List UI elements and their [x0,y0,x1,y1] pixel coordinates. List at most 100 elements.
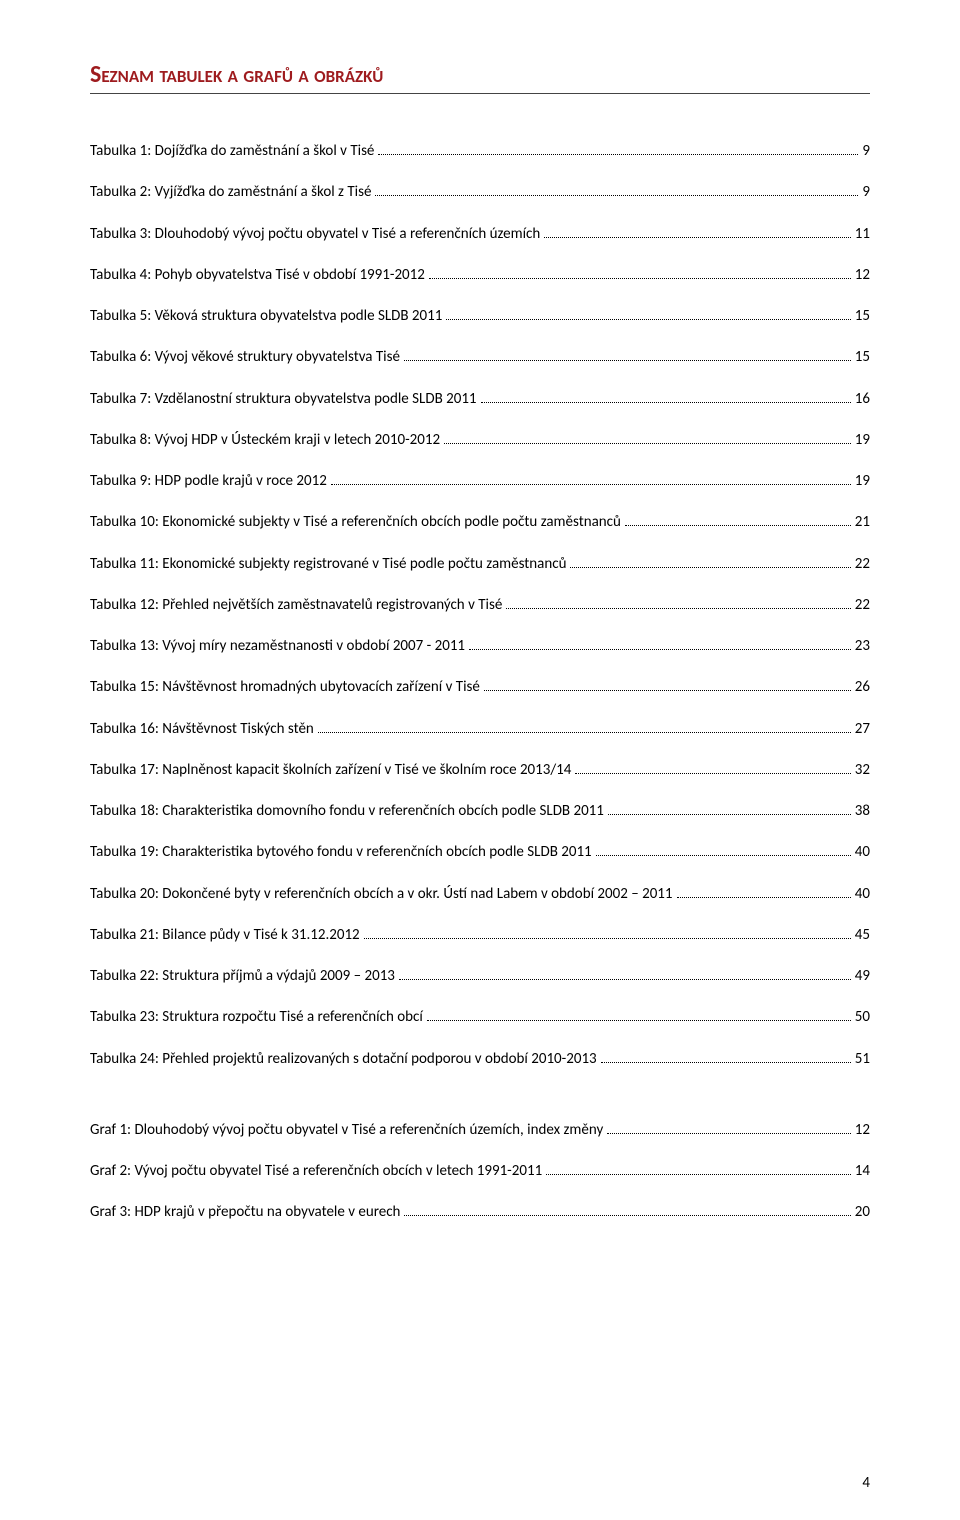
toc-dot-leader [429,264,851,279]
toc-entry-page: 19 [855,431,870,450]
toc-entry[interactable]: Tabulka 16: Návštěvnost Tiských stěn 27 [90,718,870,739]
toc-entry-label: Tabulka 1: Dojížďka do zaměstnání a škol… [90,142,374,161]
toc-dot-leader [375,181,858,196]
toc-entry[interactable]: Tabulka 10: Ekonomické subjekty v Tisé a… [90,511,870,532]
toc-entry-page: 12 [855,266,870,285]
toc-entry[interactable]: Graf 1: Dlouhodobý vývoj počtu obyvatel … [90,1119,870,1140]
toc-entry[interactable]: Tabulka 23: Struktura rozpočtu Tisé a re… [90,1006,870,1027]
toc-entry-page: 23 [855,637,870,656]
toc-entry[interactable]: Tabulka 20: Dokončené byty v referenčníc… [90,883,870,904]
toc-entry-label: Tabulka 8: Vývoj HDP v Ústeckém kraji v … [90,431,440,450]
toc-entry-label: Tabulka 15: Návštěvnost hromadných ubyto… [90,678,480,697]
toc-entry-label: Tabulka 3: Dlouhodobý vývoj počtu obyvat… [90,225,540,244]
toc-entry-page: 49 [855,967,870,986]
toc-entry-label: Tabulka 6: Vývoj věkové struktury obyvat… [90,348,400,367]
toc-entry-page: 32 [855,761,870,780]
toc-entry-label: Tabulka 12: Přehled největších zaměstnav… [90,596,502,615]
toc-dot-leader [677,883,851,898]
toc-entry-label: Tabulka 10: Ekonomické subjekty v Tisé a… [90,513,621,532]
toc-entry[interactable]: Tabulka 12: Přehled největších zaměstnav… [90,594,870,615]
toc-entry[interactable]: Tabulka 15: Návštěvnost hromadných ubyto… [90,676,870,697]
toc-entry-page: 40 [855,843,870,862]
toc-entry-page: 9 [862,183,870,202]
toc-dot-leader [484,676,851,691]
toc-dot-leader [546,1160,851,1175]
toc-entry-page: 51 [855,1050,870,1069]
toc-entry-page: 21 [855,513,870,532]
section-heading: Seznam tabulek a grafů a obrázků [90,60,870,94]
toc-entry-page: 15 [855,348,870,367]
toc-entry-page: 26 [855,678,870,697]
toc-entry-page: 27 [855,720,870,739]
toc-entry[interactable]: Tabulka 18: Charakteristika domovního fo… [90,800,870,821]
toc-entry-label: Tabulka 20: Dokončené byty v referenčníc… [90,885,673,904]
toc-entry-label: Tabulka 13: Vývoj míry nezaměstnanosti v… [90,637,465,656]
toc-entry[interactable]: Graf 3: HDP krajů v přepočtu na obyvatel… [90,1201,870,1222]
toc-dot-leader [318,718,851,733]
toc-entry[interactable]: Tabulka 11: Ekonomické subjekty registro… [90,553,870,574]
toc-dot-leader [625,511,851,526]
toc-dot-leader [364,924,851,939]
section-gap [90,1089,870,1119]
toc-entry[interactable]: Tabulka 9: HDP podle krajů v roce 2012 19 [90,470,870,491]
toc-entry[interactable]: Tabulka 19: Charakteristika bytového fon… [90,841,870,862]
toc-entry-label: Tabulka 16: Návštěvnost Tiských stěn [90,720,314,739]
toc-entry[interactable]: Tabulka 24: Přehled projektů realizovaný… [90,1048,870,1069]
toc-entry[interactable]: Tabulka 4: Pohyb obyvatelstva Tisé v obd… [90,264,870,285]
toc-dot-leader [404,346,851,361]
toc-dot-leader [378,140,858,155]
toc-entry[interactable]: Tabulka 3: Dlouhodobý vývoj počtu obyvat… [90,223,870,244]
toc-dot-leader [469,635,851,650]
toc-dot-leader [544,223,851,238]
toc-dot-leader [444,429,851,444]
toc-entry-page: 14 [855,1162,870,1181]
toc-entry[interactable]: Tabulka 1: Dojížďka do zaměstnání a škol… [90,140,870,161]
toc-dot-leader [399,965,851,980]
toc-dot-leader [404,1201,850,1216]
toc-entry[interactable]: Graf 2: Vývoj počtu obyvatel Tisé a refe… [90,1160,870,1181]
toc-entry-page: 22 [855,596,870,615]
toc-entry-page: 38 [855,802,870,821]
toc-entry-label: Tabulka 24: Přehled projektů realizovaný… [90,1050,597,1069]
toc-entry-page: 9 [862,142,870,161]
toc-dot-leader [575,759,850,774]
toc-dot-leader [570,553,850,568]
toc-entry-page: 11 [855,225,870,244]
toc-entry-label: Tabulka 17: Naplněnost kapacit školních … [90,761,571,780]
toc-entry[interactable]: Tabulka 2: Vyjížďka do zaměstnání a škol… [90,181,870,202]
toc-entry-label: Tabulka 5: Věková struktura obyvatelstva… [90,307,442,326]
toc-entry[interactable]: Tabulka 6: Vývoj věkové struktury obyvat… [90,346,870,367]
toc-dot-leader [446,305,850,320]
toc-entry-page: 12 [855,1121,870,1140]
toc-entry-page: 16 [855,390,870,409]
table-of-contents-charts: Graf 1: Dlouhodobý vývoj počtu obyvatel … [90,1119,870,1222]
table-of-contents-tables: Tabulka 1: Dojížďka do zaměstnání a škol… [90,140,870,1068]
toc-dot-leader [596,841,851,856]
toc-entry[interactable]: Tabulka 5: Věková struktura obyvatelstva… [90,305,870,326]
toc-dot-leader [601,1048,851,1063]
toc-entry-label: Tabulka 9: HDP podle krajů v roce 2012 [90,472,327,491]
toc-entry[interactable]: Tabulka 22: Struktura příjmů a výdajů 20… [90,965,870,986]
toc-entry-label: Tabulka 7: Vzdělanostní struktura obyvat… [90,390,477,409]
toc-entry-page: 40 [855,885,870,904]
toc-entry-page: 22 [855,555,870,574]
toc-entry[interactable]: Tabulka 7: Vzdělanostní struktura obyvat… [90,388,870,409]
toc-entry[interactable]: Tabulka 21: Bilance půdy v Tisé k 31.12.… [90,924,870,945]
toc-entry-label: Tabulka 21: Bilance půdy v Tisé k 31.12.… [90,926,360,945]
toc-entry-label: Graf 2: Vývoj počtu obyvatel Tisé a refe… [90,1162,542,1181]
toc-dot-leader [608,800,851,815]
toc-entry-label: Tabulka 19: Charakteristika bytového fon… [90,843,592,862]
toc-entry-label: Graf 1: Dlouhodobý vývoj počtu obyvatel … [90,1121,603,1140]
toc-entry-label: Tabulka 22: Struktura příjmů a výdajů 20… [90,967,395,986]
toc-entry-label: Tabulka 4: Pohyb obyvatelstva Tisé v obd… [90,266,425,285]
toc-entry[interactable]: Tabulka 13: Vývoj míry nezaměstnanosti v… [90,635,870,656]
toc-dot-leader [481,388,851,403]
toc-dot-leader [506,594,850,609]
toc-entry-page: 45 [855,926,870,945]
toc-entry-label: Tabulka 11: Ekonomické subjekty registro… [90,555,566,574]
toc-entry-page: 19 [855,472,870,491]
toc-entry[interactable]: Tabulka 8: Vývoj HDP v Ústeckém kraji v … [90,429,870,450]
toc-entry[interactable]: Tabulka 17: Naplněnost kapacit školních … [90,759,870,780]
toc-entry-label: Graf 3: HDP krajů v přepočtu na obyvatel… [90,1203,400,1222]
page-number: 4 [862,1474,870,1492]
